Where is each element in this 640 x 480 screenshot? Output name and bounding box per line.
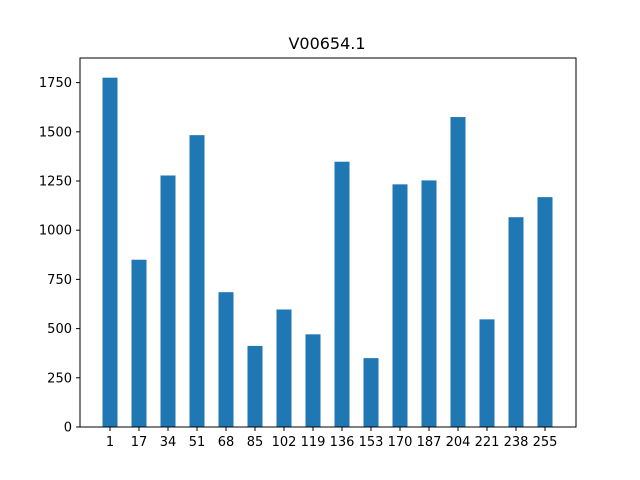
- y-tick-label: 0: [64, 421, 72, 436]
- y-tick-label: 250: [47, 371, 72, 386]
- x-tick-label: 51: [189, 435, 206, 450]
- plot-frame: [79, 57, 577, 428]
- x-tick-label: 221: [475, 435, 500, 450]
- x-tick-label: 1: [106, 435, 114, 450]
- y-tick-label: 750: [47, 273, 72, 288]
- x-tick-label: 255: [533, 435, 558, 450]
- y-tick-label: 1250: [39, 175, 72, 190]
- y-tick-label: 1750: [39, 76, 72, 91]
- x-axis: 1 17 34 51 68 85 102 119 136 153 170 187 204 221 238 25…: [106, 427, 558, 450]
- bars-layer: [102, 77, 553, 428]
- x-tick-label: 204: [446, 435, 471, 450]
- y-axis: 0 250 500 750 1000 1250 1500 1750: [39, 76, 80, 436]
- bar-204: [450, 117, 466, 427]
- x-tick-label: 34: [160, 435, 177, 450]
- y-tick-label: 1500: [39, 125, 72, 140]
- bar-1: [102, 77, 118, 428]
- bar-119: [305, 334, 321, 427]
- x-tick-label: 68: [218, 435, 235, 450]
- x-tick-label: 102: [272, 435, 297, 450]
- bar-34: [160, 175, 176, 427]
- x-tick-label: 119: [301, 435, 326, 450]
- bar-85: [247, 345, 263, 427]
- bar-221: [479, 319, 495, 427]
- bar-102: [276, 309, 292, 427]
- x-tick-label: 170: [388, 435, 413, 450]
- x-tick-label: 238: [504, 435, 529, 450]
- bar-17: [131, 259, 147, 427]
- bar-255: [537, 197, 553, 427]
- bar-238: [508, 217, 524, 427]
- bar-68: [218, 292, 234, 427]
- bar-187: [421, 180, 437, 427]
- x-tick-label: 136: [330, 435, 355, 450]
- bar-136: [334, 161, 350, 427]
- x-tick-label: 153: [359, 435, 384, 450]
- bar-153: [363, 358, 379, 427]
- y-tick-label: 1000: [39, 224, 72, 239]
- x-tick-label: 187: [417, 435, 442, 450]
- chart-title: V00654.1: [288, 34, 365, 53]
- x-tick-label: 85: [247, 435, 264, 450]
- x-tick-label: 17: [131, 435, 148, 450]
- bar-170: [392, 184, 408, 427]
- bar-51: [189, 135, 205, 427]
- y-tick-label: 500: [47, 322, 72, 337]
